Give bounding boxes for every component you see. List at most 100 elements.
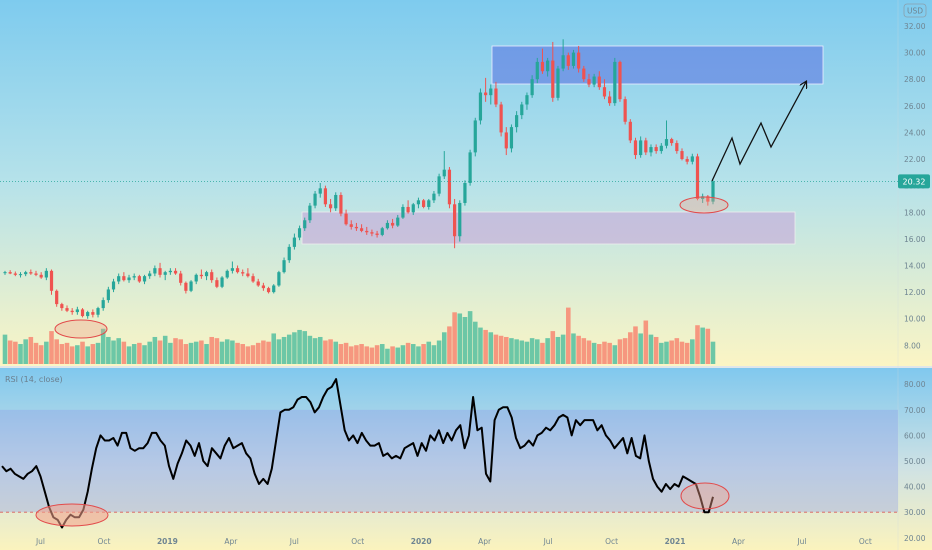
candle-body[interactable] xyxy=(690,156,694,162)
candle-body[interactable] xyxy=(494,88,498,105)
candle-body[interactable] xyxy=(111,281,116,290)
candle-body[interactable] xyxy=(49,270,54,291)
candle-body[interactable] xyxy=(204,272,209,277)
candle-body[interactable] xyxy=(287,246,291,261)
candle-body[interactable] xyxy=(235,268,240,273)
candle-body[interactable] xyxy=(478,92,483,121)
candle-body[interactable] xyxy=(582,68,586,80)
candle-body[interactable] xyxy=(318,188,322,194)
candle-body[interactable] xyxy=(65,308,69,311)
candle-body[interactable] xyxy=(411,204,415,213)
candle-body[interactable] xyxy=(220,277,224,287)
candle-body[interactable] xyxy=(189,281,193,291)
candle-body[interactable] xyxy=(323,188,328,205)
candle-body[interactable] xyxy=(597,76,601,88)
candle-body[interactable] xyxy=(334,194,338,209)
candle-body[interactable] xyxy=(390,222,395,226)
candle-body[interactable] xyxy=(256,281,260,286)
candle-body[interactable] xyxy=(509,127,514,149)
candle-body[interactable] xyxy=(442,169,446,177)
candle-body[interactable] xyxy=(297,228,302,238)
candle-body[interactable] xyxy=(535,61,539,80)
candle-body[interactable] xyxy=(406,206,410,213)
candle-body[interactable] xyxy=(484,92,488,96)
rsi-indicator-label[interactable]: RSI (14, close) xyxy=(5,375,63,384)
candle-body[interactable] xyxy=(670,139,674,144)
projection-arrow[interactable] xyxy=(711,82,806,182)
candle-body[interactable] xyxy=(18,274,23,276)
candle-body[interactable] xyxy=(421,200,426,207)
candle-body[interactable] xyxy=(447,169,452,205)
candle-body[interactable] xyxy=(354,226,359,229)
candle-body[interactable] xyxy=(215,280,219,287)
candle-body[interactable] xyxy=(29,272,33,274)
candle-body[interactable] xyxy=(613,61,617,104)
candle-body[interactable] xyxy=(127,277,131,281)
candle-body[interactable] xyxy=(561,55,565,69)
candle-body[interactable] xyxy=(659,145,663,152)
candle-body[interactable] xyxy=(473,120,477,153)
candle-body[interactable] xyxy=(272,285,276,293)
candle-body[interactable] xyxy=(70,310,74,313)
candle-body[interactable] xyxy=(153,268,157,274)
candle-body[interactable] xyxy=(34,273,38,275)
candle-body[interactable] xyxy=(664,139,669,146)
candle-body[interactable] xyxy=(60,304,64,309)
candle-body[interactable] xyxy=(592,76,596,85)
candle-body[interactable] xyxy=(654,147,658,152)
candle-body[interactable] xyxy=(701,196,705,199)
candle-body[interactable] xyxy=(370,232,374,234)
candle-body[interactable] xyxy=(711,181,715,202)
candle-body[interactable] xyxy=(142,276,147,282)
candle-body[interactable] xyxy=(292,237,297,247)
candle-body[interactable] xyxy=(179,273,183,283)
candle-body[interactable] xyxy=(344,213,348,225)
candle-body[interactable] xyxy=(520,104,524,116)
candle-body[interactable] xyxy=(225,270,229,278)
candle-body[interactable] xyxy=(416,200,421,205)
candle-body[interactable] xyxy=(137,276,141,282)
candle-body[interactable] xyxy=(489,88,493,96)
candle-body[interactable] xyxy=(556,68,560,98)
candle-body[interactable] xyxy=(39,274,43,278)
candle-body[interactable] xyxy=(551,60,555,98)
candle-body[interactable] xyxy=(303,220,307,229)
candle-body[interactable] xyxy=(680,151,684,160)
candle-body[interactable] xyxy=(633,140,638,156)
candle-body[interactable] xyxy=(117,276,121,282)
rsi-low-ellipse-2018[interactable] xyxy=(35,503,109,527)
candle-body[interactable] xyxy=(639,140,643,156)
candle-body[interactable] xyxy=(328,204,333,209)
candle-body[interactable] xyxy=(86,312,90,317)
candle-body[interactable] xyxy=(148,273,152,277)
candle-body[interactable] xyxy=(499,104,503,133)
candle-body[interactable] xyxy=(230,268,234,271)
candle-body[interactable] xyxy=(540,61,545,72)
candle-body[interactable] xyxy=(458,202,462,237)
candle-body[interactable] xyxy=(168,270,172,273)
last-price-badge[interactable] xyxy=(898,174,930,189)
candle-body[interactable] xyxy=(80,309,85,317)
time-axis[interactable]: Jul Oct 2019 Apr Jul Oct 2020 Apr Jul Oct 2021 Apr J… xyxy=(35,537,872,546)
candle-body[interactable] xyxy=(173,270,178,274)
candle-body[interactable] xyxy=(427,200,431,207)
candle-body[interactable] xyxy=(675,143,679,152)
candle-body[interactable] xyxy=(241,272,245,274)
candle-body[interactable] xyxy=(525,95,529,105)
candle-body[interactable] xyxy=(55,290,59,305)
price-low-ellipse-2018[interactable] xyxy=(54,319,108,339)
candle-body[interactable] xyxy=(106,289,110,301)
candle-body[interactable] xyxy=(566,55,570,66)
candle-body[interactable] xyxy=(210,272,214,281)
candle-body[interactable] xyxy=(246,273,250,277)
candle-body[interactable] xyxy=(608,96,612,104)
candle-body[interactable] xyxy=(695,156,700,199)
candle-body[interactable] xyxy=(380,228,384,235)
candle-body[interactable] xyxy=(132,276,136,278)
candle-body[interactable] xyxy=(530,79,534,96)
candle-body[interactable] xyxy=(3,272,7,274)
candle-body[interactable] xyxy=(266,288,271,293)
candle-body[interactable] xyxy=(577,52,581,69)
rsi-axis[interactable]: 80.00 70.00 60.00 50.00 40.00 30.00 20.00 xyxy=(904,380,926,543)
candle-body[interactable] xyxy=(706,196,710,202)
